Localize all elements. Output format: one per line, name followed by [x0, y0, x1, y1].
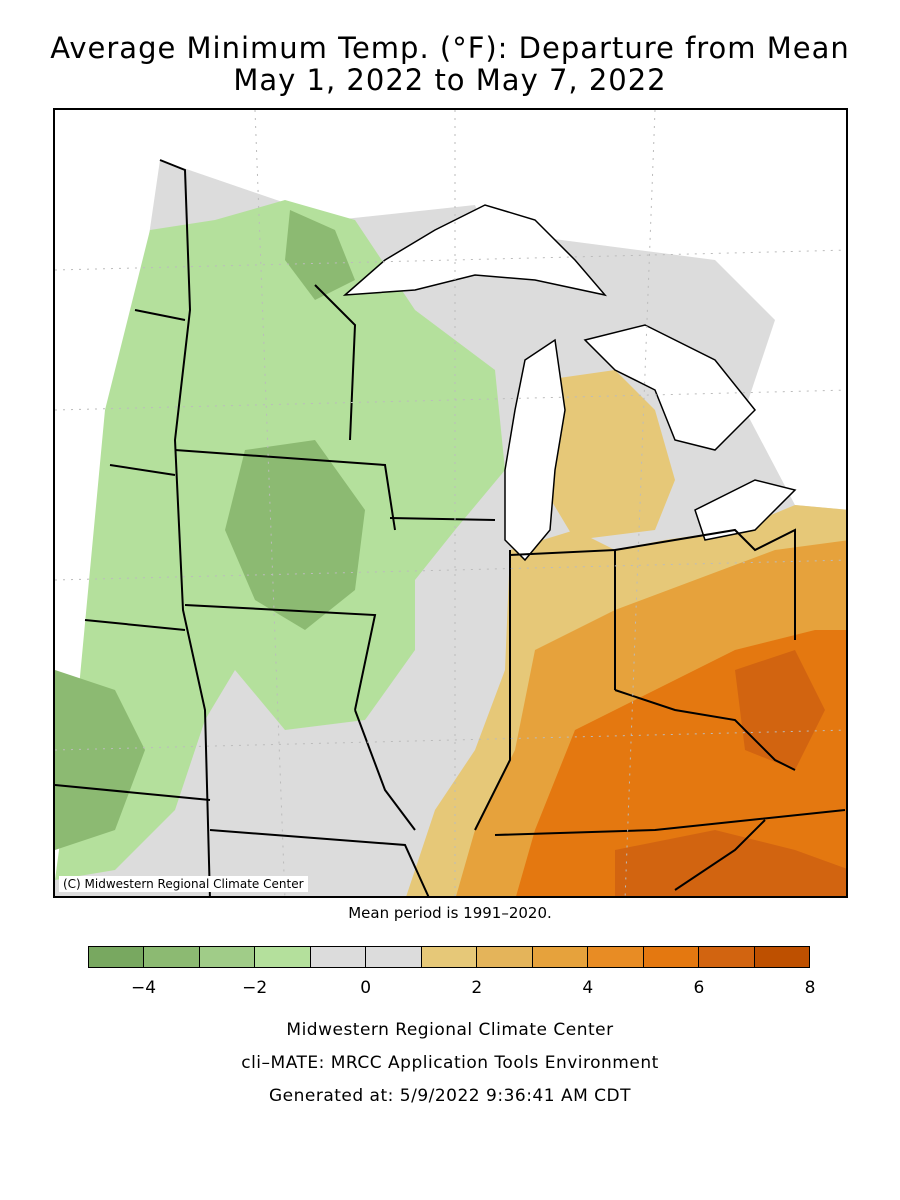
map-panel: (C) Midwestern Regional Climate Center: [53, 108, 848, 898]
map-title: Average Minimum Temp. (°F): Departure fr…: [50, 31, 850, 65]
footer-organization: Midwestern Regional Climate Center: [286, 1020, 614, 1040]
legend-swatch: [89, 947, 145, 967]
warm-region-max: [735, 650, 825, 770]
legend-swatch: [199, 947, 256, 967]
legend-tick-label: −2: [242, 978, 268, 998]
legend-swatch: [255, 947, 311, 967]
warm-region-michigan: [545, 370, 675, 540]
legend-tick-label: 2: [471, 978, 483, 998]
color-scale-legend: −4 −2 0 2 4 6 8: [88, 946, 815, 998]
lake-michigan: [504, 338, 566, 562]
departure-map: [55, 110, 846, 896]
footer-generated-at: Generated at: 5/9/2022 9:36:41 AM CDT: [268, 1086, 632, 1106]
legend-swatch: [532, 947, 589, 967]
legend-tick-label: 4: [582, 978, 594, 998]
cool-region-west-core: [225, 440, 365, 630]
footer-application: cli–MATE: MRCC Application Tools Environ…: [241, 1053, 659, 1073]
lake-huron: [583, 324, 757, 451]
map-copyright: (C) Midwestern Regional Climate Center: [59, 876, 308, 892]
legend-tick-label: 6: [693, 978, 705, 998]
legend-swatch: [421, 947, 478, 967]
legend-swatch: [754, 947, 810, 967]
legend-swatch: [699, 947, 755, 967]
legend-swatch: [310, 947, 367, 967]
legend-swatch: [366, 947, 422, 967]
legend-swatch: [144, 947, 200, 967]
legend-swatch: [643, 947, 700, 967]
legend-swatch: [477, 947, 533, 967]
state-borders: [55, 159, 846, 896]
legend-tick-label: 8: [804, 978, 816, 998]
legend-tick-label: −4: [131, 978, 157, 998]
legend-tick-label: 0: [360, 978, 372, 998]
legend-color-bar: [88, 946, 810, 968]
map-subtitle-dates: May 1, 2022 to May 7, 2022: [233, 63, 667, 97]
legend-swatch: [588, 947, 644, 967]
cool-region-northmn: [285, 210, 355, 300]
warm-region-tn: [615, 830, 846, 896]
mean-period-note: Mean period is 1991–2020.: [348, 904, 552, 922]
cool-region-nebraska: [55, 670, 145, 850]
